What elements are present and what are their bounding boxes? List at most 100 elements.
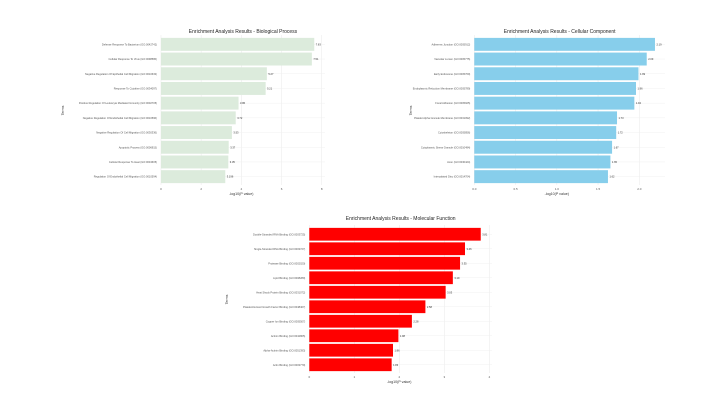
bar-value-label: 7.51 (313, 57, 319, 61)
bar-value-label: 1.99 (640, 72, 646, 76)
bar (309, 314, 412, 328)
bar (474, 155, 611, 169)
chart-title: Enrichment Analysis Results - Molecular … (346, 216, 456, 222)
bar-value-label: 1.94 (636, 101, 642, 105)
bar-value-label: 1.65 (612, 160, 618, 164)
bar-value-label: 3.196 (227, 175, 234, 179)
bar (474, 140, 613, 154)
y-tick-label: Cytoplasmic Stress Granule (GO:0010494) (421, 145, 471, 149)
y-tick-label: Heat Shock Protein Binding (GO:0031072) (256, 290, 305, 294)
bar (309, 300, 426, 314)
bar-value-label: 3.81 (482, 232, 488, 236)
bar-value-label: 3.53 (233, 131, 239, 135)
x-tick-label: 6 (281, 187, 283, 191)
bar (161, 52, 312, 66)
y-tick-label: Actinin Binding (GO:0042805) (271, 334, 306, 338)
y-tick-label: Axon (GO:0030424) (447, 160, 470, 164)
bar (474, 96, 635, 110)
y-tick-label: Response To Cytokine (GO:0034097) (114, 86, 157, 90)
bar-value-label: 1.62 (609, 175, 615, 179)
bar-value-label: 3.03 (447, 290, 453, 294)
y-tick-label: Early Endosome (GO:0005769) (434, 72, 470, 76)
y-tick-label: Double-Stranded RNA Binding (GO:0003725) (253, 232, 305, 236)
chart-title: Enrichment Analysis Results - Cellular C… (504, 29, 616, 35)
y-tick-label: Adherens Junction (GO:0005912) (432, 42, 471, 46)
bar-value-label: 3.37 (230, 145, 236, 149)
y-tick-label: Negative Regulation Of Cell Migration (G… (96, 131, 157, 135)
x-tick-label: 2 (200, 187, 202, 191)
bar (309, 256, 461, 270)
bar (474, 52, 647, 66)
x-tick-label: 2.0 (637, 187, 642, 191)
y-tick-label: Protease Binding (GO:0002020) (268, 261, 305, 265)
y-tick-label: Endoplasmic Reticulum Membrane (GO:00057… (413, 86, 471, 90)
x-tick-label: 0 (308, 375, 310, 379)
bar (161, 67, 267, 81)
bar (474, 170, 608, 184)
bar-value-label: 3.46 (467, 247, 473, 251)
x-tick-label: 1.5 (596, 187, 601, 191)
x-tick-label: 3 (443, 375, 445, 379)
bar (309, 242, 465, 256)
y-axis-label: Terms (225, 294, 229, 304)
y-axis-label: Terms (409, 105, 413, 115)
bar (474, 111, 618, 125)
bar-value-label: 5.21 (267, 86, 273, 90)
bar (161, 170, 226, 184)
bar-value-label: 2.09 (648, 57, 654, 61)
bar-value-label: 2.19 (656, 42, 662, 46)
y-tick-label: Cytoskeleton (GO:0005856) (438, 131, 470, 135)
y-tick-label: Vacuolar Lumen (GO:0005775) (434, 57, 470, 61)
x-tick-label: 4 (241, 187, 243, 191)
y-tick-label: Cellular Response To Heat (GO:0034605) (109, 160, 157, 164)
y-tick-label: Intercalated Disc (GO:0014704) (434, 175, 471, 179)
x-tick-label: 1.0 (555, 187, 560, 191)
y-tick-label: Cellular Response To Virus (GO:0098586) (109, 57, 158, 61)
bar (161, 37, 315, 51)
chart-title: Enrichment Analysis Results - Biological… (189, 29, 298, 35)
bar (309, 271, 453, 285)
bar-value-label: 2.58 (427, 305, 433, 309)
bar-value-label: 5.27 (268, 72, 274, 76)
bar (309, 329, 399, 343)
y-tick-label: Platelet-Derived Growth Factor Binding (… (243, 305, 305, 309)
bar-value-label: 7.63 (316, 42, 322, 46)
x-tick-label: 8 (321, 187, 323, 191)
bar (474, 67, 639, 81)
x-tick-label: 2 (398, 375, 400, 379)
bar-value-label: 3.35 (462, 261, 468, 265)
bar (309, 227, 481, 241)
x-tick-label: 0.0 (472, 187, 477, 191)
x-tick-label: 1 (353, 375, 355, 379)
bar-value-label: 1.83 (393, 363, 399, 367)
y-tick-label: Focal Adhesion (GO:0005925) (435, 101, 470, 105)
bar (309, 343, 393, 357)
bar (161, 96, 239, 110)
y-tick-label: Alpha-Actinin Binding (GO:0051393) (263, 348, 305, 352)
bar (474, 37, 655, 51)
x-tick-label: 4 (488, 375, 490, 379)
y-tick-label: Defense Response To Bacterium (GO:004274… (102, 42, 157, 46)
bar (161, 81, 266, 95)
y-tick-label: Regulation Of Endothelial Cell Migration… (94, 175, 157, 179)
bar (309, 358, 392, 372)
x-axis-label: -log10(P value) (545, 192, 569, 196)
y-tick-label: Actin Binding (GO:0003779) (273, 363, 306, 367)
bar-value-label: 1.86 (395, 348, 401, 352)
bar-value-label: 1.72 (618, 131, 624, 135)
bar (161, 111, 236, 125)
bar-value-label: 2.28 (413, 319, 419, 323)
bar-value-label: 3.19 (454, 276, 460, 280)
y-tick-label: Lipid Binding (GO:0008289) (273, 276, 305, 280)
bar-value-label: 1.67 (614, 145, 620, 149)
bar-value-label: 1.73 (619, 116, 625, 120)
x-tick-label: 0 (160, 187, 162, 191)
bar (161, 155, 229, 169)
bar (309, 285, 446, 299)
bar (161, 140, 229, 154)
bar (474, 81, 636, 95)
bar (474, 126, 617, 140)
bar-value-label: 3.35 (230, 160, 236, 164)
y-axis-label: Terms (61, 105, 65, 115)
